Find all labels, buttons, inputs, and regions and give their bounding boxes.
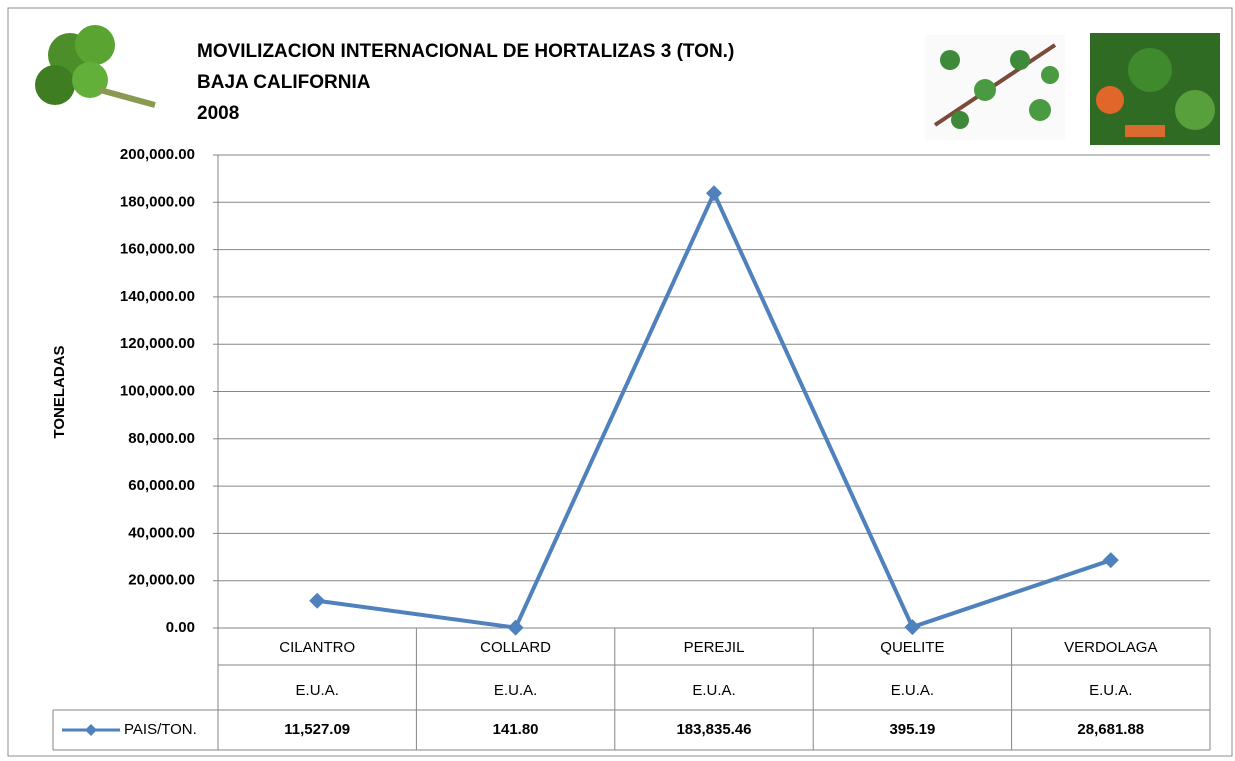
chart-year: 2008 [197,103,239,124]
subcategory-label: E.U.A. [891,682,934,699]
category-label: PEREJIL [684,639,745,656]
y-tick-label: 60,000.00 [128,477,195,494]
category-label: QUELITE [880,639,944,656]
chart-title: MOVILIZACION INTERNACIONAL DE HORTALIZAS… [197,41,734,62]
y-tick-label: 180,000.00 [120,193,195,210]
category-label: VERDOLAGA [1064,639,1157,656]
value-label: 28,681.88 [1077,721,1144,738]
subcategory-label: E.U.A. [494,682,537,699]
y-tick-label: 100,000.00 [120,382,195,399]
category-label: COLLARD [480,639,551,656]
y-tick-label: 160,000.00 [120,241,195,258]
subcategory-label: E.U.A. [692,682,735,699]
y-tick-label: 140,000.00 [120,288,195,305]
value-label: 141.80 [493,721,539,738]
y-tick-label: 40,000.00 [128,524,195,541]
value-label: 395.19 [889,721,935,738]
verdolaga-picture [925,35,1065,140]
category-label: CILANTRO [279,639,355,656]
subcategory-label: E.U.A. [1089,682,1132,699]
chart-subtitle: BAJA CALIFORNIA [197,72,371,93]
page: {"chart_data": {"type": "line", "title":… [0,0,1235,761]
legend-label: PAIS/TON. [124,721,197,738]
y-tick-label: 120,000.00 [120,335,195,352]
y-axis-label: TONELADAS [51,345,68,438]
y-tick-label: 0.00 [166,619,195,636]
subcategory-label: E.U.A. [296,682,339,699]
y-tick-label: 80,000.00 [128,430,195,447]
perejil-picture [1090,33,1220,145]
y-tick-label: 20,000.00 [128,572,195,589]
value-label: 11,527.09 [284,721,350,738]
y-tick-label: 200,000.00 [120,146,195,163]
chart: MOVILIZACION INTERNACIONAL DE HORTALIZAS… [0,0,1235,761]
value-label: 183,835.46 [676,721,751,738]
